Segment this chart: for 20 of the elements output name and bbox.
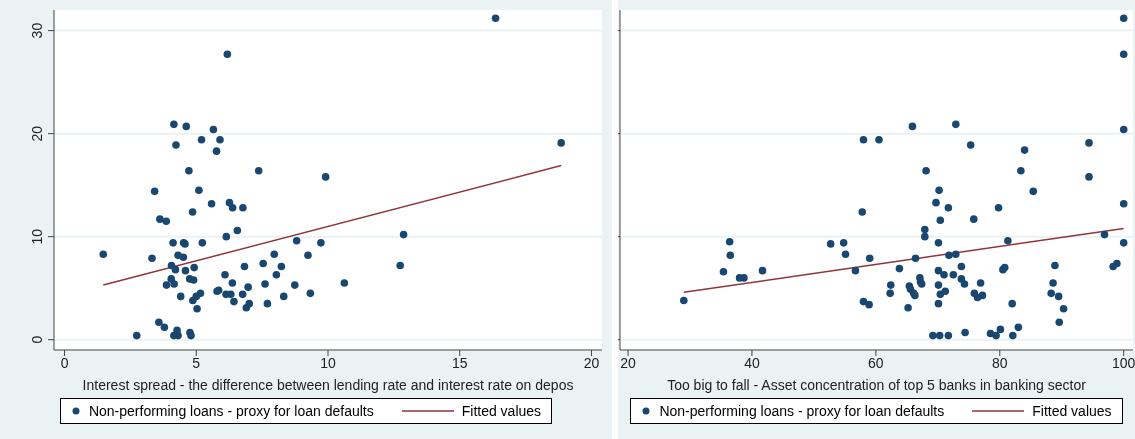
x-tick-label: 0: [60, 354, 69, 371]
x-tick-label: 60: [868, 354, 884, 371]
x-tick-label: 15: [451, 354, 468, 371]
x-tick-label: 10: [320, 354, 336, 371]
x-axis-title: Too big to fall - Asset concentration of top 5 banks in banking sector: [667, 377, 1087, 393]
x-tick-label: 40: [744, 354, 760, 371]
y-tick-label: 20: [29, 125, 45, 142]
y-tick-label: 10: [29, 228, 45, 245]
legend-label: Fitted values: [461, 403, 542, 419]
x-tick-label: 20: [583, 354, 600, 371]
y-tick-label: 30: [29, 22, 45, 39]
legend-label: Non-performing loans - proxy for loan defaults: [88, 403, 374, 419]
x-tick-label: 80: [992, 354, 1008, 371]
x-tick-label: 5: [192, 354, 201, 371]
y-tick-label: 0: [29, 335, 45, 344]
legend-label: Non-performing loans - proxy for loan defaults: [659, 403, 945, 419]
legend-label: Fitted values: [1032, 403, 1112, 419]
x-tick-label: 20: [620, 354, 637, 371]
x-tick-label: 100: [1112, 354, 1135, 371]
x-axis-title: Interest spread - the difference between lending rate and interest rate on depos: [82, 377, 574, 393]
